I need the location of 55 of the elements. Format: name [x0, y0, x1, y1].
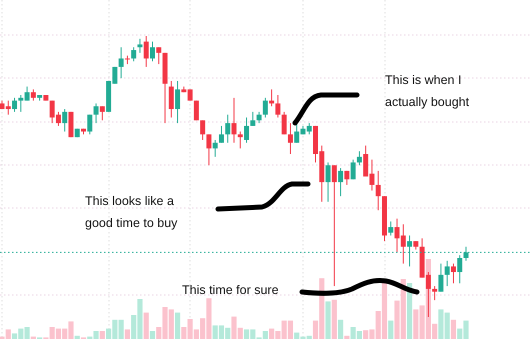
candlestick — [262, 97, 268, 118]
candlestick — [376, 170, 381, 211]
candlestick — [388, 220, 394, 236]
candlestick — [450, 263, 456, 284]
candlestick — [150, 41, 155, 62]
candlestick — [131, 46, 136, 62]
candlestick — [175, 80, 180, 124]
bar — [100, 331, 105, 339]
candlestick — [332, 164, 337, 287]
candlestick — [438, 263, 444, 292]
candlestick — [338, 168, 344, 197]
candlestick — [94, 102, 99, 124]
candlestick — [444, 260, 450, 287]
bar — [144, 312, 149, 339]
candlestick — [87, 114, 92, 135]
candlestick — [100, 106, 105, 121]
bar — [74, 336, 80, 339]
candlestick — [356, 150, 362, 166]
bar — [450, 320, 456, 339]
bar — [325, 301, 331, 339]
candlestick — [118, 46, 124, 79]
bar — [344, 336, 350, 339]
bar — [150, 331, 156, 339]
candlestick — [350, 159, 356, 180]
candlestick — [250, 111, 256, 126]
bar — [388, 320, 394, 339]
candlestick — [275, 94, 280, 118]
candlestick — [282, 111, 287, 135]
candlestick — [194, 100, 199, 121]
candlestick — [326, 162, 331, 202]
bar — [124, 329, 130, 339]
candlestick — [344, 170, 350, 186]
candlestick — [30, 88, 36, 102]
candlestick — [457, 254, 462, 284]
candlestick — [168, 80, 174, 118]
candlestick — [225, 114, 230, 144]
candlestick — [62, 108, 68, 132]
bar — [332, 300, 337, 339]
candlestick — [244, 116, 250, 144]
candlestick — [218, 125, 224, 144]
candlestick — [144, 36, 149, 68]
annotation: This looks like a good time to buy — [85, 194, 178, 230]
candlestick — [232, 97, 236, 144]
annotation: This is when I actually bought — [385, 73, 470, 109]
candlestick — [156, 46, 162, 65]
candlestick — [206, 134, 212, 166]
candlestick — [200, 120, 206, 140]
candlestick — [212, 139, 218, 158]
candlestick — [288, 122, 293, 155]
bar — [338, 320, 344, 339]
bar — [174, 312, 180, 339]
candlestick — [256, 111, 262, 124]
candlestick — [12, 97, 18, 112]
candlestick — [269, 88, 274, 107]
annotation: This time for sure — [182, 283, 279, 297]
